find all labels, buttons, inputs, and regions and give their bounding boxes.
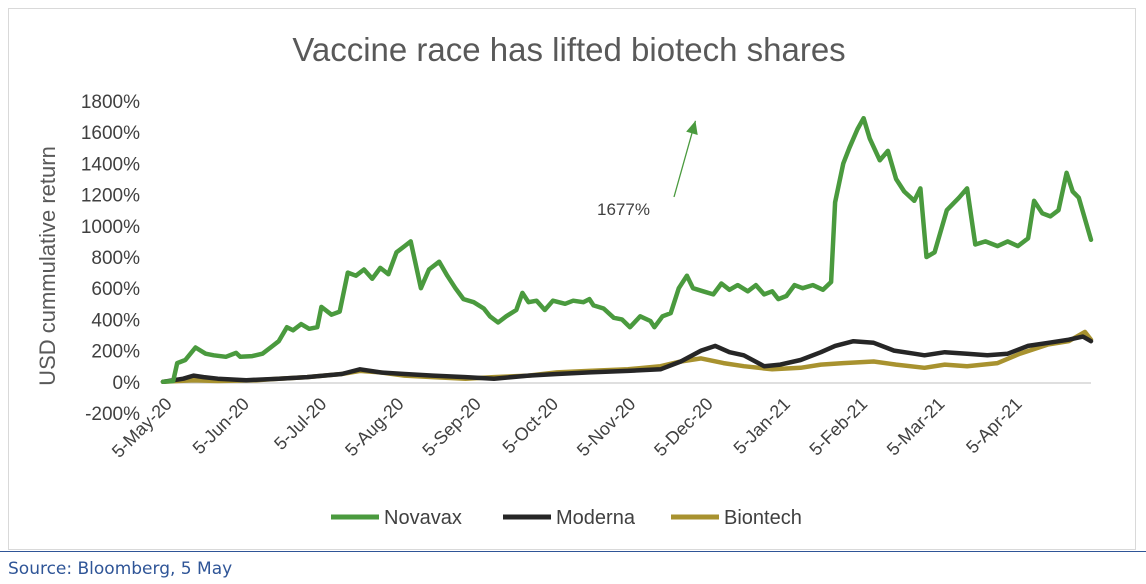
series-line-novavax bbox=[160, 115, 1094, 385]
series-line-biontech bbox=[160, 329, 1094, 385]
x-tick-label: 5-Sep-20 bbox=[418, 394, 485, 461]
x-tick-label: 5-Aug-20 bbox=[341, 394, 408, 461]
y-tick-label: 1800% bbox=[81, 92, 140, 113]
x-tick-label: 5-Jul-20 bbox=[270, 394, 330, 454]
chart-frame: Vaccine race has lifted biotech shares U… bbox=[8, 8, 1136, 550]
x-tick-label: 5-Dec-20 bbox=[650, 394, 716, 460]
x-tick-label: 5-Jun-20 bbox=[189, 394, 253, 458]
y-tick-label: 600% bbox=[91, 279, 140, 300]
annotation: 1677% bbox=[597, 120, 698, 219]
x-tick-label: 5-Nov-20 bbox=[573, 394, 639, 460]
y-tick-label: 400% bbox=[91, 310, 140, 331]
source-note: Source: Bloomberg, 5 May bbox=[8, 559, 233, 579]
y-tick-label: 1600% bbox=[81, 123, 140, 144]
legend-label-novavax: Novavax bbox=[384, 507, 462, 529]
annotation-arrowhead bbox=[686, 120, 698, 135]
x-tick-label: 5-Feb-21 bbox=[805, 394, 871, 460]
x-tick-label: 5-Oct-20 bbox=[499, 394, 563, 458]
legend: Novavax Moderna Biontech bbox=[331, 507, 802, 529]
line-chart: Vaccine race has lifted biotech shares U… bbox=[35, 31, 1094, 529]
y-axis-ticks: -200% 0% 200% 400% 600% 800% 1000% 1200% 1400% 16… bbox=[81, 92, 140, 425]
y-tick-label: 1000% bbox=[81, 217, 140, 238]
y-axis-label: USD cummulative return bbox=[35, 146, 60, 386]
chart-title: Vaccine race has lifted biotech shares bbox=[292, 31, 845, 68]
y-tick-label: -200% bbox=[85, 404, 140, 425]
source-rule bbox=[0, 551, 1146, 552]
y-tick-label: 200% bbox=[91, 342, 140, 363]
x-tick-label: 5-Apr-21 bbox=[962, 394, 1026, 458]
series-lines bbox=[160, 115, 1094, 385]
y-tick-label: 1200% bbox=[81, 186, 140, 207]
annotation-arrow bbox=[673, 120, 697, 198]
legend-label-moderna: Moderna bbox=[556, 507, 636, 529]
y-tick-label: 0% bbox=[113, 373, 141, 394]
x-axis-ticks: 5-May-20 5-Jun-20 5-Jul-20 5-Aug-20 5-Sep-20… bbox=[108, 394, 1026, 462]
legend-label-biontech: Biontech bbox=[724, 507, 802, 529]
series-line-moderna bbox=[160, 334, 1094, 385]
x-tick-label: 5-Jan-21 bbox=[730, 394, 794, 458]
y-tick-label: 800% bbox=[91, 248, 140, 269]
annotation-label: 1677% bbox=[597, 200, 650, 219]
y-tick-label: 1400% bbox=[81, 154, 140, 175]
x-tick-label: 5-Mar-21 bbox=[883, 394, 949, 460]
